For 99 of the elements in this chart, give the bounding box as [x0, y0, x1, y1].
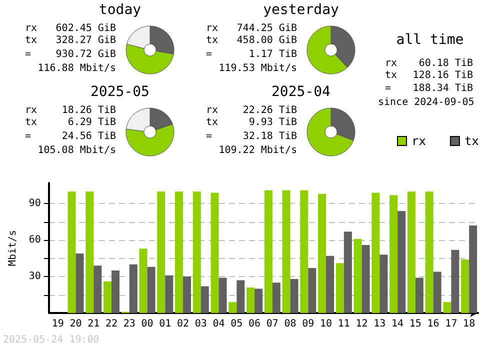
x-tick-label: 14 — [392, 318, 404, 330]
bar — [76, 253, 84, 313]
x-tick-label: 19 — [52, 318, 64, 330]
x-tick-label: 06 — [248, 318, 261, 330]
bar — [236, 280, 245, 313]
bar — [451, 250, 460, 313]
y-axis-title: Mbit/s — [8, 230, 18, 266]
text: tx 9.93 TiB — [206, 117, 297, 128]
x-tick-label: 03 — [194, 318, 207, 330]
text: rx 22.26 TiB — [206, 105, 297, 116]
bar — [165, 275, 174, 313]
text: = 930.72 GiB — [25, 49, 116, 60]
bar — [147, 266, 156, 313]
text: rx 60.18 TiB — [385, 58, 473, 69]
bar — [183, 276, 192, 313]
x-tick-label: 21 — [88, 318, 100, 330]
x-tick-label: 01 — [159, 318, 172, 330]
y-tick-label: 60 — [28, 234, 41, 246]
bar — [254, 288, 263, 313]
text: = 24.56 TiB — [25, 131, 116, 142]
bar — [94, 266, 102, 313]
bar — [443, 302, 452, 313]
x-tick-label: 23 — [123, 318, 136, 330]
x-tick-label: 17 — [445, 318, 458, 330]
text: since 2024-09-05 — [378, 97, 474, 109]
bar — [318, 194, 326, 313]
x-tick-label: 12 — [356, 318, 368, 330]
bar — [300, 190, 308, 313]
chart-title: 2025-04 — [270, 84, 332, 100]
text: rx 744.25 GiB — [206, 23, 297, 34]
text: 119.53 Mbit/s — [218, 63, 297, 75]
x-tick-label: 18 — [463, 318, 476, 330]
bar — [308, 268, 316, 313]
x-tick-label: 04 — [212, 318, 225, 330]
x-tick-label: 15 — [409, 318, 422, 330]
x-tick-label: 05 — [230, 318, 243, 330]
x-tick-label: 07 — [266, 318, 278, 330]
text: rx 602.45 GiB — [25, 23, 116, 34]
bar — [104, 281, 112, 313]
x-tick-label: 02 — [177, 318, 190, 330]
bar — [336, 263, 344, 313]
x-tick-label: 00 — [141, 318, 154, 330]
x-tick-label: 16 — [427, 318, 440, 330]
text: all time — [395, 32, 465, 48]
bar — [272, 282, 280, 313]
bar — [372, 192, 380, 313]
text: 109.22 Mbit/s — [218, 145, 297, 157]
bar — [192, 192, 201, 313]
bar — [354, 238, 362, 313]
bar — [344, 232, 352, 313]
text: 116.88 Mbit/s — [38, 63, 116, 75]
bar — [200, 286, 209, 313]
bar — [415, 278, 424, 313]
bar — [264, 190, 272, 313]
bar — [139, 248, 148, 313]
bar — [362, 244, 370, 313]
text: = 1.17 TiB — [206, 49, 297, 60]
bar — [398, 210, 406, 313]
x-tick-label: 09 — [302, 318, 314, 330]
text: = 32.18 TiB — [206, 131, 297, 142]
bar — [246, 287, 255, 313]
legend-label: tx — [464, 134, 479, 148]
bar — [228, 302, 237, 313]
text: tx 328.27 GiB — [25, 35, 116, 46]
bar — [380, 254, 388, 313]
bar — [112, 270, 120, 313]
bar — [290, 278, 298, 313]
bar — [390, 195, 398, 313]
x-tick-label: 08 — [284, 318, 296, 330]
chart-title: today — [98, 2, 142, 18]
bar — [210, 192, 219, 313]
x-tick-label: 20 — [70, 318, 82, 330]
bar — [68, 192, 76, 313]
bar — [425, 192, 434, 313]
text: = 188.34 TiB — [385, 83, 473, 94]
bar — [282, 190, 290, 313]
chart-title: 2025-05 — [89, 84, 150, 100]
bar — [326, 256, 334, 313]
bar — [129, 264, 138, 313]
text: tx 128.16 TiB — [385, 70, 473, 81]
bar — [433, 272, 442, 313]
legend-label: rx — [412, 134, 426, 148]
bar — [86, 192, 94, 313]
bar — [461, 260, 470, 313]
y-tick-label: 90 — [28, 198, 41, 210]
bar — [218, 278, 227, 313]
text: tx 6.29 TiB — [25, 117, 116, 128]
text: rx 18.26 TiB — [25, 105, 116, 116]
x-tick-label: 11 — [338, 318, 350, 330]
text: tx 458.00 GiB — [206, 35, 297, 46]
bar — [175, 192, 184, 313]
x-tick-label: 13 — [374, 318, 386, 330]
x-tick-label: 10 — [320, 318, 332, 330]
x-tick-label: 22 — [105, 318, 118, 330]
chart-title: yesterday — [262, 2, 340, 18]
bar — [157, 192, 166, 313]
text: 105.08 Mbit/s — [38, 145, 116, 157]
bar — [407, 192, 416, 313]
y-tick-label: 30 — [28, 271, 41, 282]
